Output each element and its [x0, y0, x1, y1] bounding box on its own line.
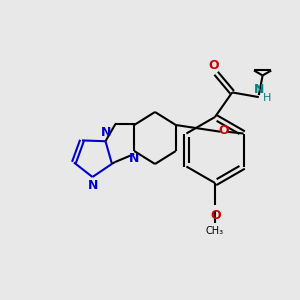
Text: CH₃: CH₃ [206, 226, 224, 236]
Text: N: N [88, 179, 99, 192]
Text: N: N [101, 126, 112, 139]
Text: H: H [262, 93, 271, 103]
Text: N: N [254, 83, 264, 96]
Text: N: N [129, 152, 140, 165]
Text: O: O [209, 59, 220, 72]
Text: O: O [211, 209, 221, 222]
Text: O: O [218, 124, 229, 137]
